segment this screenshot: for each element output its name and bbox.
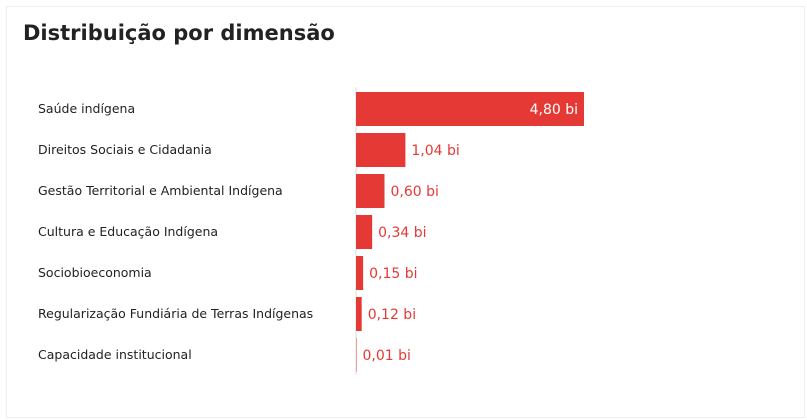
bar	[356, 174, 385, 208]
card: Distribuição por dimensão 4,80 bi 1,04 bi…	[6, 6, 805, 418]
value-label: 0,34 bi	[378, 225, 426, 241]
value-label: 0,12 bi	[368, 307, 416, 323]
chart: 4,80 bi 1,04 bi 0,60 bi 0,34 bi 0,15 bi 0,12 …	[355, 87, 584, 375]
chart-title: Distribuição por dimensão	[23, 21, 335, 45]
bar	[356, 92, 584, 126]
category-label: Regularização Fundiária de Terras Indíge…	[38, 306, 314, 321]
bar	[356, 215, 373, 249]
bar	[356, 133, 406, 167]
value-label: 0,15 bi	[369, 266, 417, 282]
bar	[356, 297, 362, 331]
value-label: 0,60 bi	[391, 184, 439, 200]
category-label: Saúde indígena	[38, 101, 136, 116]
category-label: Cultura e Educação Indígena	[38, 224, 219, 239]
value-label: 0,01 bi	[362, 348, 410, 364]
category-label: Capacidade institucional	[38, 347, 192, 362]
value-label: 4,80 bi	[530, 102, 578, 118]
category-label: Gestão Territorial e Ambiental Indígena	[38, 183, 283, 198]
bar	[356, 256, 364, 290]
category-label: Sociobioeconomia	[38, 265, 152, 280]
value-label: 1,04 bi	[411, 143, 459, 159]
category-label: Direitos Sociais e Cidadania	[38, 142, 212, 157]
